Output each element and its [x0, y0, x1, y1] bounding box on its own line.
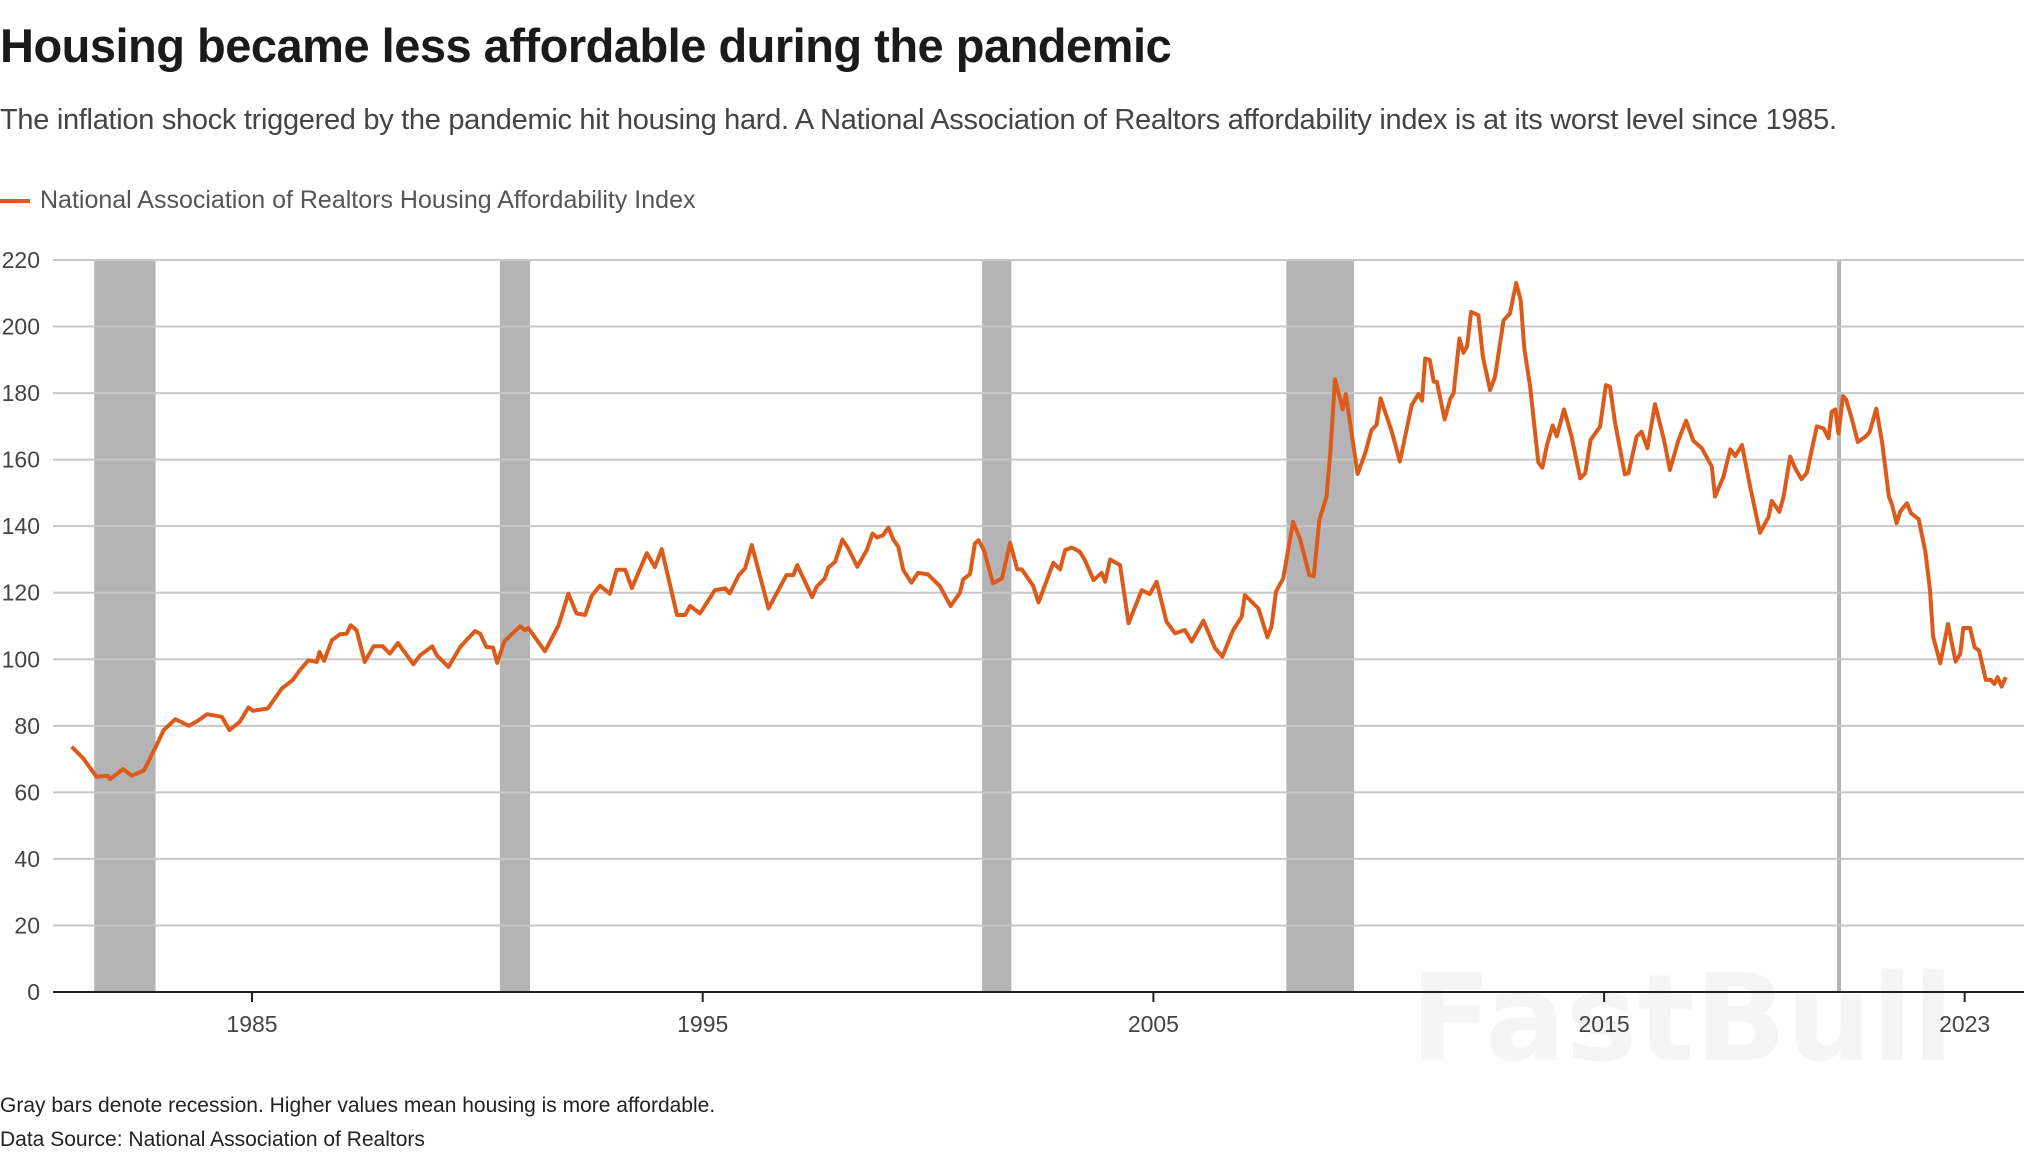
y-tick-label: 20: [14, 912, 40, 938]
y-tick-label: 180: [2, 380, 40, 406]
watermark: FastBull: [1410, 950, 1954, 1089]
y-axis-labels: 0 20 40 60 80 100 120 140 160 180 200 220: [2, 247, 40, 1005]
series-line: [70, 281, 2008, 782]
y-tick-label: 160: [2, 447, 40, 473]
y-tick-label: 140: [2, 513, 40, 539]
x-tick-label: 2015: [1579, 1011, 1630, 1037]
recession-bar: [1286, 260, 1354, 992]
x-tick-label: 1995: [677, 1011, 728, 1037]
x-tick-label: 2023: [1939, 1011, 1990, 1037]
data-source: Data Source: National Association of Rea…: [0, 1128, 425, 1151]
recession-bar: [982, 260, 1012, 992]
y-tick-label: 80: [14, 713, 40, 739]
legend: National Association of Realtors Housing…: [0, 186, 695, 215]
y-tick-label: 200: [2, 314, 40, 340]
recession-bars: [94, 260, 1842, 992]
x-tick-label: 1985: [226, 1011, 277, 1037]
y-tick-label: 120: [2, 580, 40, 606]
footer-note: Gray bars denote recession. Higher value…: [0, 1094, 716, 1117]
recession-bar: [94, 260, 156, 992]
recession-bar: [1837, 260, 1842, 992]
y-tick-label: 0: [27, 979, 40, 1005]
y-tick-label: 60: [14, 779, 40, 805]
gridlines: [53, 259, 2024, 927]
y-tick-label: 100: [2, 646, 40, 672]
series: [70, 281, 2008, 782]
legend-swatch: [0, 198, 30, 203]
chart-subtitle: The inflation shock triggered by the pan…: [0, 104, 1837, 136]
chart-title: Housing became less affordable during th…: [0, 19, 1172, 72]
x-axis: 1985 1995 2005 2015 2023: [53, 991, 2024, 1037]
y-tick-label: 40: [14, 846, 40, 872]
recession-bar: [499, 260, 531, 992]
x-tick-label: 2005: [1128, 1011, 1179, 1037]
y-tick-label: 220: [2, 247, 40, 273]
legend-label: National Association of Realtors Housing…: [40, 186, 696, 214]
